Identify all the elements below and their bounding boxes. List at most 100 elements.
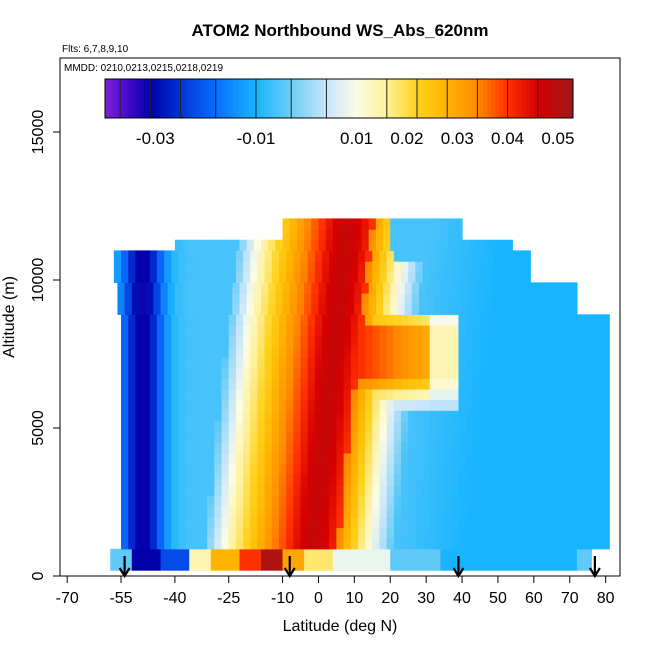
- heatmap-cell: [458, 261, 467, 273]
- heatmap-cell: [257, 335, 266, 347]
- colorbar-segment: [459, 79, 465, 118]
- heatmap-cell: [365, 495, 373, 507]
- heatmap-cell: [523, 356, 531, 369]
- heatmap-cell: [357, 495, 366, 507]
- heatmap-cell: [300, 538, 309, 550]
- heatmap-cell: [490, 559, 499, 571]
- heatmap-cell: [544, 335, 553, 347]
- heatmap-cell: [426, 303, 434, 315]
- heatmap-cell: [386, 356, 395, 369]
- heatmap-cell: [171, 420, 180, 433]
- heatmap-cell: [192, 516, 201, 529]
- heatmap-cell: [185, 420, 194, 433]
- heatmap-cell: [436, 484, 445, 497]
- heatmap-cell: [121, 378, 129, 390]
- heatmap-cell: [278, 527, 287, 539]
- heatmap-cell: [580, 335, 589, 347]
- heatmap-cell: [544, 484, 553, 497]
- heatmap-cell: [537, 346, 546, 358]
- heatmap-cell: [401, 346, 409, 358]
- heatmap-cell: [322, 474, 330, 486]
- heatmap-cell: [372, 346, 381, 358]
- colorbar-segment: [463, 79, 469, 118]
- heatmap-cell: [393, 431, 402, 443]
- heatmap-cell: [307, 442, 316, 454]
- heatmap-cell: [149, 452, 158, 465]
- heatmap-cell: [383, 239, 391, 251]
- heatmap-cell: [336, 410, 345, 422]
- heatmap-cell: [465, 367, 474, 379]
- heatmap-cell: [530, 452, 539, 465]
- heatmap-cell: [501, 346, 510, 358]
- heatmap-cell: [537, 378, 546, 390]
- heatmap-cell: [329, 538, 338, 550]
- heatmap-cell: [602, 527, 610, 539]
- heatmap-cell: [221, 538, 230, 550]
- heatmap-cell: [558, 324, 567, 337]
- heatmap-cell: [192, 356, 201, 369]
- heatmap-cell: [602, 495, 610, 507]
- heatmap-cell: [372, 356, 381, 369]
- heatmap-cell: [128, 271, 136, 283]
- colorbar-segment: [264, 79, 270, 118]
- heatmap-cell: [408, 474, 416, 486]
- x-tick-label: -10: [271, 590, 294, 607]
- heatmap-cell: [293, 250, 302, 262]
- heatmap-cell: [121, 399, 129, 411]
- heatmap-cell: [594, 420, 603, 433]
- colorbar-segment: [284, 79, 289, 118]
- heatmap-cell: [505, 239, 513, 251]
- heatmap-cell: [372, 399, 381, 411]
- heatmap-cell: [361, 548, 370, 561]
- heatmap-cell: [361, 239, 370, 251]
- heatmap-cell: [214, 271, 223, 283]
- heatmap-cell: [293, 452, 302, 465]
- colorbar-segment: [327, 79, 332, 118]
- heatmap-cell: [472, 324, 481, 337]
- heatmap-cell: [149, 463, 158, 475]
- heatmap-cell: [264, 484, 273, 497]
- heatmap-cell: [444, 527, 452, 539]
- heatmap-cell: [372, 261, 381, 273]
- heatmap-cell: [422, 314, 431, 326]
- heatmap-cell: [354, 548, 363, 561]
- heatmap-cell: [515, 335, 524, 347]
- heatmap-cell: [465, 261, 474, 273]
- heatmap-cell: [228, 495, 237, 507]
- heatmap-cell: [153, 548, 162, 561]
- heatmap-cell: [347, 239, 355, 251]
- heatmap-cell: [458, 442, 467, 454]
- heatmap-cell: [271, 378, 280, 390]
- heatmap-cell: [508, 314, 517, 326]
- heatmap-cell: [422, 261, 431, 273]
- heatmap-cell: [429, 452, 438, 465]
- heatmap-cell: [250, 388, 259, 401]
- heatmap-cell: [433, 303, 442, 315]
- heatmap-cell: [576, 548, 585, 561]
- heatmap-cell: [243, 367, 251, 379]
- heatmap-cell: [573, 324, 582, 337]
- heatmap-cell: [149, 356, 158, 369]
- colorbar-segment: [151, 79, 157, 118]
- heatmap-cell: [156, 271, 165, 283]
- heatmap-cell: [573, 431, 582, 443]
- heatmap-cell: [350, 516, 359, 529]
- heatmap-cell: [494, 463, 503, 475]
- heatmap-cell: [322, 367, 330, 379]
- heatmap-cell: [314, 484, 323, 497]
- heatmap-cell: [558, 452, 567, 465]
- heatmap-cell: [343, 314, 352, 326]
- heatmap-cell: [192, 388, 201, 401]
- heatmap-cell: [314, 314, 323, 326]
- heatmap-cell: [164, 463, 172, 475]
- heatmap-cell: [149, 484, 158, 497]
- heatmap-cell: [523, 506, 531, 518]
- heatmap-cell: [487, 527, 495, 539]
- heatmap-cell: [451, 356, 460, 369]
- heatmap-cell: [113, 261, 122, 273]
- colorbar-segment: [237, 79, 242, 118]
- heatmap-cell: [436, 410, 445, 422]
- heatmap-cell: [329, 420, 338, 433]
- heatmap-cell: [142, 420, 151, 433]
- colorbar-segment: [155, 79, 161, 118]
